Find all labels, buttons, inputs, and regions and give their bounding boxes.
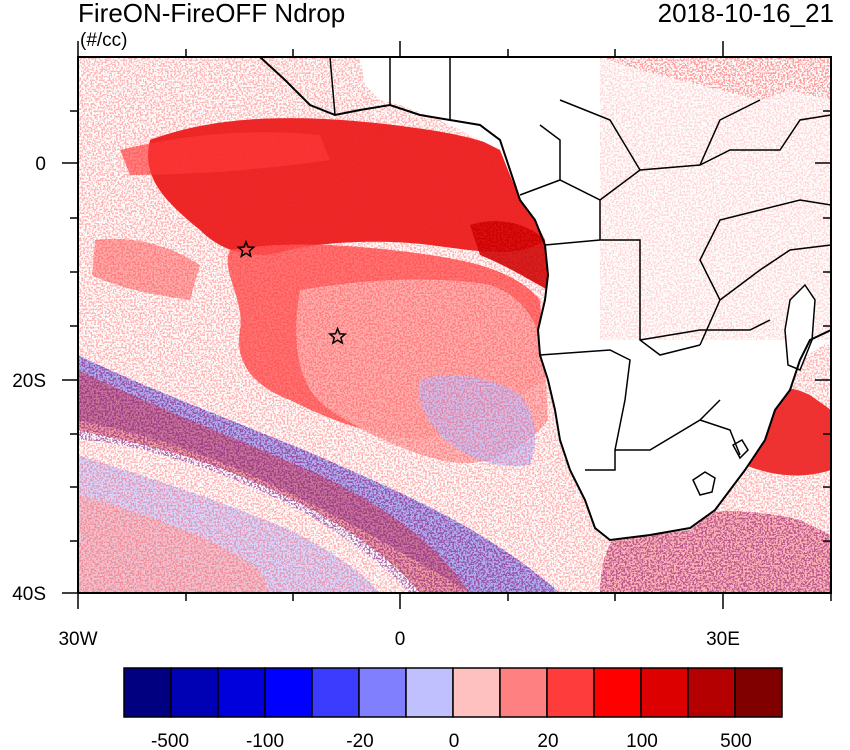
colorbar-box bbox=[734, 667, 783, 718]
lesotho bbox=[692, 471, 716, 496]
plot-title: FireON-FireOFF Ndrop bbox=[78, 0, 346, 28]
colorbar bbox=[123, 667, 783, 718]
field-layer bbox=[78, 57, 831, 593]
colorbar-box bbox=[170, 667, 219, 718]
country-borders bbox=[329, 57, 831, 471]
colorbar-label-neg20: -20 bbox=[346, 731, 373, 750]
colorbar-box bbox=[311, 667, 360, 718]
colorbar-box bbox=[593, 667, 642, 718]
madagascar bbox=[784, 283, 816, 371]
land-scatter bbox=[600, 57, 831, 340]
colorbar-box bbox=[358, 667, 407, 718]
units-label: (#/cc) bbox=[80, 30, 128, 51]
colorbar-label-neg100: -100 bbox=[246, 731, 284, 750]
colorbar-box bbox=[687, 667, 736, 718]
colorbar-labels: -500 -100 -20 0 20 100 500 bbox=[151, 731, 752, 750]
colorbar-box bbox=[546, 667, 595, 718]
lat-label-0: 0 bbox=[35, 154, 46, 175]
plot-frame bbox=[77, 56, 832, 594]
colorbar-label-100: 100 bbox=[626, 731, 658, 750]
lon-label-0: 0 bbox=[395, 629, 406, 650]
colorbar-box bbox=[405, 667, 454, 718]
lat-label-20s: 20S bbox=[12, 371, 46, 392]
colorbar-label-500: 500 bbox=[720, 731, 752, 750]
star-marker-west bbox=[236, 239, 256, 258]
lat-label-40s: 40S bbox=[12, 584, 46, 605]
colorbar-label-0: 0 bbox=[449, 731, 460, 750]
lon-label-30w: 30W bbox=[58, 629, 97, 650]
colorbar-box bbox=[217, 667, 266, 718]
colorbar-box bbox=[264, 667, 313, 718]
colorbar-box bbox=[123, 667, 172, 718]
colorbar-label-neg500: -500 bbox=[151, 731, 189, 750]
star-marker-east bbox=[327, 326, 348, 345]
coastline-africa bbox=[259, 57, 831, 542]
markers bbox=[236, 239, 348, 345]
axis-ticks bbox=[62, 41, 832, 609]
colorbar-box bbox=[452, 667, 501, 718]
lon-label-30e: 30E bbox=[706, 629, 740, 650]
eswatini bbox=[731, 438, 749, 460]
colorbar-box bbox=[640, 667, 689, 718]
timestamp-label: 2018-10-16_21 bbox=[657, 0, 834, 28]
colorbar-box bbox=[499, 667, 548, 718]
colorbar-label-20: 20 bbox=[537, 731, 558, 750]
